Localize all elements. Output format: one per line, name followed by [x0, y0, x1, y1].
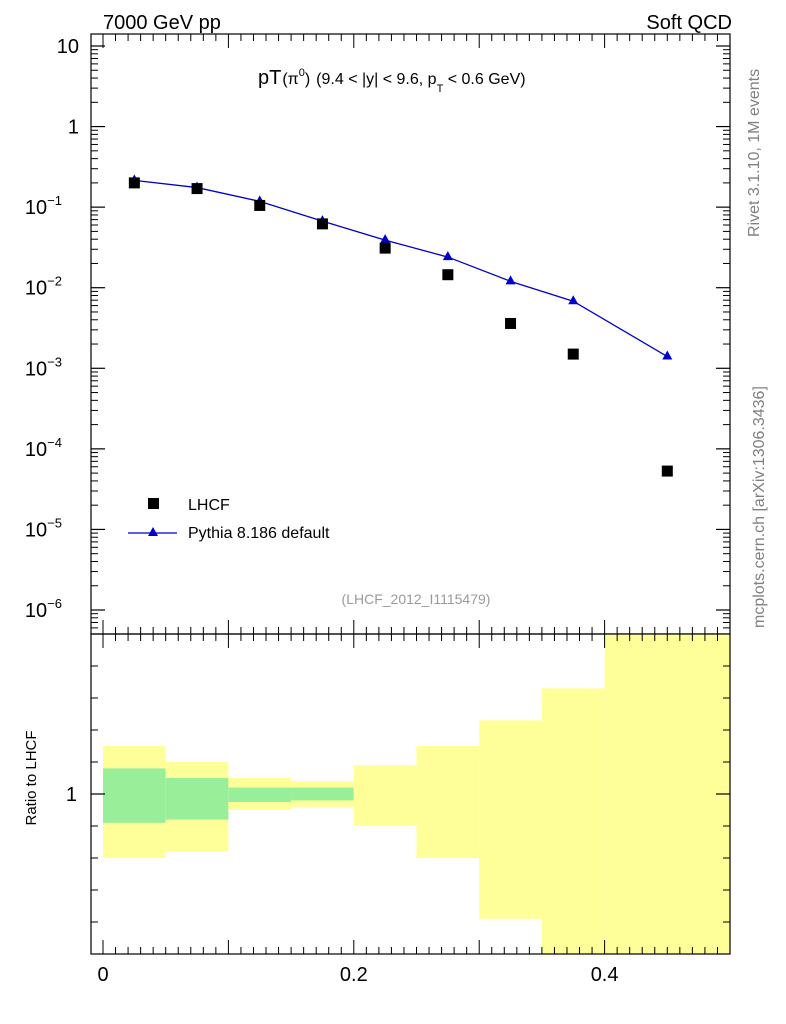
mcplots-label: mcplots.cern.ch [arXiv:1306.3436]	[751, 386, 768, 628]
ratio-band-yellow	[353, 765, 417, 826]
lhcf-point	[505, 317, 517, 329]
header-right: Soft QCD	[646, 12, 732, 34]
ratio-x-tick-label: 0.4	[591, 964, 619, 986]
y-tick-label: 10−2	[25, 274, 62, 300]
ratio-band-green	[291, 787, 354, 801]
y-tick-label: 10	[57, 36, 79, 58]
lhcf-point	[128, 177, 140, 189]
ratio-y-tick-label: 1	[66, 784, 77, 806]
legend: LHCF Pythia 8.186 default	[128, 497, 330, 542]
plot-title: pT(π0) (9.4 < |y| < 9.6, pT < 0.6 GeV)	[258, 67, 526, 95]
ratio-plot-panel: 1 0 0.2 0.4 Ratio to LHCF	[23, 633, 731, 986]
lhcf-point	[254, 199, 266, 211]
ratio-axes: 1 0 0.2 0.4	[66, 634, 731, 986]
ratio-y-label: Ratio to LHCF	[23, 730, 40, 825]
lhcf-point	[661, 465, 673, 477]
ratio-band-yellow	[541, 688, 605, 954]
y-tick-label: 10−6	[25, 596, 62, 622]
ratio-band-yellow	[416, 746, 480, 858]
lhcf-point	[442, 269, 454, 281]
main-series-layer	[128, 174, 673, 477]
ratio-bands	[103, 634, 730, 954]
y-tick-label: 1	[68, 117, 79, 139]
lhcf-point	[316, 218, 328, 230]
pythia-point	[662, 350, 673, 360]
ratio-x-tick-label: 0	[97, 964, 108, 986]
legend-marker-pythia	[148, 527, 158, 536]
lhcf-point	[567, 348, 579, 360]
pythia-point	[505, 275, 516, 285]
pythia-point	[380, 234, 391, 244]
header-left: 7000 GeV pp	[103, 12, 221, 34]
legend-label-lhcf: LHCF	[188, 497, 230, 514]
y-tick-label: 10−4	[25, 435, 62, 461]
y-tick-label: 10−3	[25, 354, 62, 380]
pythia-line	[134, 179, 668, 358]
main-plot-panel: 10 1 10−1 10−2 10−3 10−4 10−5 10−6 pT(π0) (9.4 <…	[25, 33, 731, 635]
legend-label-pythia: Pythia 8.186 default	[188, 525, 330, 542]
lhcf-point	[191, 183, 203, 195]
main-y-axis: 10 1 10−1 10−2 10−3 10−4 10−5 10−6	[25, 34, 731, 634]
ratio-band-green	[228, 787, 292, 802]
ratio-band-green	[103, 768, 166, 823]
rivet-label: Rivet 3.1.10, 1M events	[746, 69, 763, 237]
legend-marker-lhcf	[148, 498, 159, 509]
analysis-id: (LHCF_2012_I1115479)	[342, 591, 491, 607]
y-tick-label: 10−1	[25, 193, 62, 219]
pythia-point	[442, 251, 453, 261]
ratio-x-tick-label: 0.2	[340, 964, 368, 986]
ratio-band-green	[165, 778, 229, 820]
main-frame	[90, 33, 731, 635]
lhcf-point	[379, 242, 391, 254]
ratio-band-yellow	[479, 720, 542, 919]
y-tick-label: 10−5	[25, 515, 62, 541]
pythia-point	[568, 295, 579, 305]
ratio-band-yellow	[604, 634, 730, 954]
